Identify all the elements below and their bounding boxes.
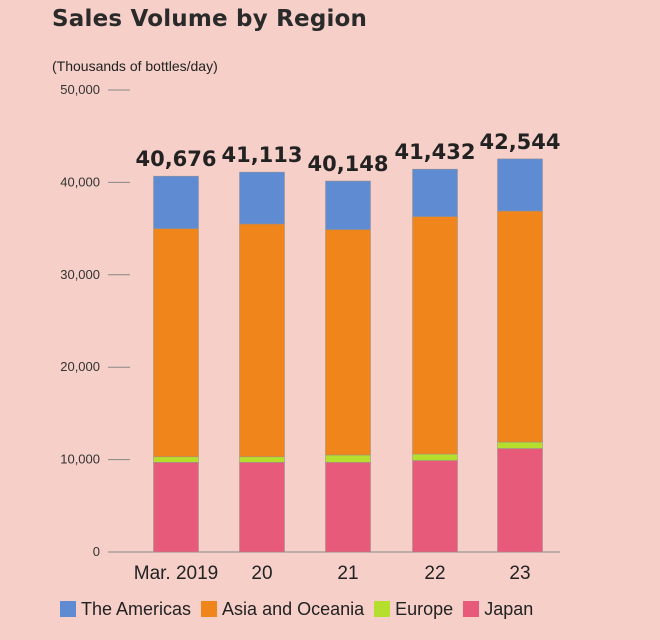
bar-segment-europe	[497, 441, 543, 449]
legend-item-europe: Europe	[374, 599, 453, 620]
bar-segment-japan	[239, 462, 285, 553]
bar-segment-the-americas	[239, 171, 285, 225]
chart-title: Sales Volume by Region	[52, 6, 368, 32]
bar-total-label: 40,148	[307, 152, 388, 176]
bar-segment-asia-and-oceania	[412, 216, 458, 455]
x-tick-label: 21	[337, 563, 358, 584]
bar-total-label: 41,113	[221, 143, 302, 167]
y-axis-unit-label: (Thousands of bottles/day)	[52, 58, 218, 74]
legend-swatch-asia-and-oceania	[201, 601, 218, 617]
bar-total-label: 42,544	[479, 130, 560, 154]
bar-segment-the-americas	[412, 168, 458, 217]
legend-label-the-americas: The Americas	[81, 598, 192, 619]
bar-total-label: 40,676	[135, 147, 216, 171]
legend-item-japan: Japan	[463, 599, 533, 620]
legend-item-asia-and-oceania: Asia and Oceania	[201, 599, 364, 620]
y-tick-label: 10,000	[60, 452, 100, 467]
y-tick-label: 0	[93, 544, 100, 559]
y-tick-label: 20,000	[60, 359, 100, 374]
bar-segment-the-americas	[153, 175, 199, 229]
bar-segment-asia-and-oceania	[153, 228, 199, 458]
bar-total-label: 41,432	[394, 140, 475, 164]
bar-segment-japan	[497, 448, 543, 553]
legend-label-japan: Japan	[484, 598, 534, 619]
legend-label-asia-and-oceania: Asia and Oceania	[222, 598, 365, 619]
bar-segment-asia-and-oceania	[497, 210, 543, 443]
x-tick-label: 20	[251, 563, 272, 584]
bar-segment-japan	[412, 460, 458, 553]
bar-segment-japan	[325, 462, 371, 553]
x-tick-label: 22	[424, 563, 445, 584]
legend-item-the-americas: The Americas	[60, 599, 191, 620]
bar-segment-asia-and-oceania	[239, 223, 285, 458]
chart-legend: The Americas Asia and Oceania Europe Jap…	[60, 597, 543, 621]
y-tick-label: 50,000	[60, 82, 100, 97]
bar-segment-europe	[239, 456, 285, 463]
legend-swatch-the-americas	[60, 601, 76, 617]
bar-segment-asia-and-oceania	[325, 229, 371, 456]
legend-swatch-japan	[463, 601, 480, 617]
bar-segment-the-americas	[497, 158, 543, 212]
bar-segment-europe	[412, 453, 458, 461]
x-tick-label: Mar. 2019	[134, 563, 219, 584]
bar-segment-japan	[153, 462, 199, 553]
bar-segment-europe	[153, 456, 199, 463]
y-tick-label: 40,000	[60, 174, 100, 189]
bar-segment-the-americas	[325, 180, 371, 230]
legend-swatch-europe	[374, 601, 391, 617]
x-tick-label: 23	[509, 563, 530, 584]
legend-label-europe: Europe	[395, 598, 454, 619]
bar-segment-europe	[325, 454, 371, 463]
y-tick-label: 30,000	[60, 267, 100, 282]
